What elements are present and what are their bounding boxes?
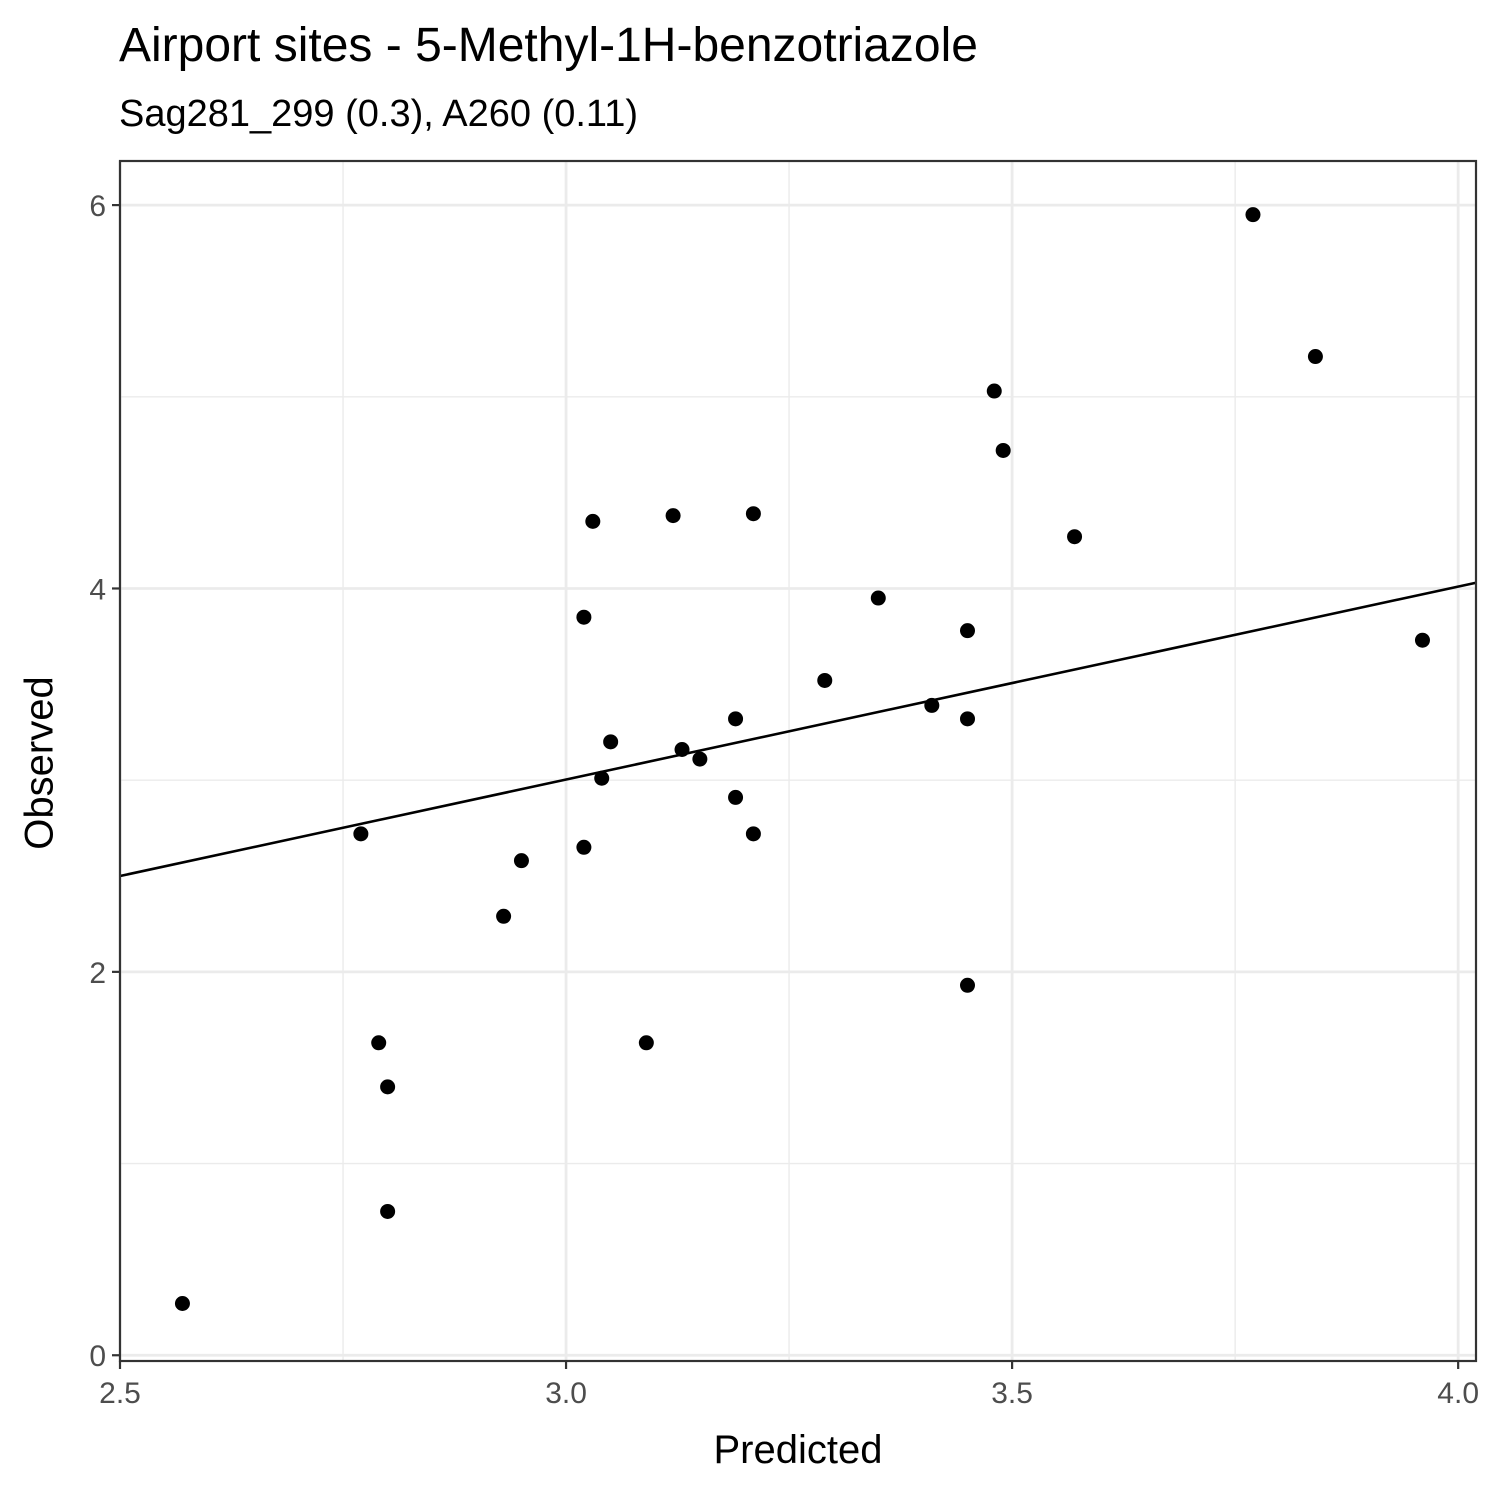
data-point [496,908,512,924]
data-point [174,1295,190,1311]
plot-panel-border [118,159,1478,1363]
x-tick-label: 4.0 [1437,1377,1479,1410]
data-point [692,751,708,767]
data-point [995,442,1011,458]
data-point [603,734,619,750]
y-tick-label: 4 [89,573,106,606]
chart-title: Airport sites - 5-Methyl-1H-benzotriazol… [119,19,978,72]
x-axis: 2.5 3.0 3.5 4.0 [99,1361,1479,1410]
y-tick-label: 2 [89,957,106,990]
chart-subtitle: Sag281_299 (0.3), A260 (0.11) [119,93,639,135]
data-point [745,506,761,522]
x-tick-label: 2.5 [99,1377,141,1410]
plot-panel-background [120,161,1476,1361]
data-point [576,609,592,625]
data-point [1307,349,1323,365]
data-point [380,1079,396,1095]
data-point [817,672,833,688]
data-point [1245,207,1261,223]
data-point [1067,529,1083,545]
y-axis-label: Observed [17,676,62,850]
x-tick-label: 3.5 [991,1377,1033,1410]
data-point [674,741,690,757]
data-point [380,1203,396,1219]
data-point [728,789,744,805]
data-point [960,977,975,993]
data-point [960,711,975,727]
data-point [576,839,592,855]
data-point [594,770,610,786]
data-point [665,508,681,524]
data-point [870,590,886,606]
data-point [353,826,369,842]
data-point [728,711,744,727]
data-point [960,623,975,639]
data-points [174,207,1430,1311]
data-point [513,853,529,869]
x-axis-label: Predicted [713,1428,883,1472]
data-point [585,513,601,529]
data-point [1414,632,1430,648]
minor-gridlines [120,161,1476,1361]
data-point [986,383,1002,399]
y-tick-label: 0 [89,1340,106,1373]
data-point [371,1035,387,1051]
data-point [638,1035,654,1051]
y-tick-label: 6 [89,190,106,223]
y-axis: 0 2 4 6 [89,190,120,1373]
data-point [745,826,761,842]
regression-line [119,581,1477,878]
x-tick-label: 3.0 [545,1377,587,1410]
data-point [924,697,940,713]
